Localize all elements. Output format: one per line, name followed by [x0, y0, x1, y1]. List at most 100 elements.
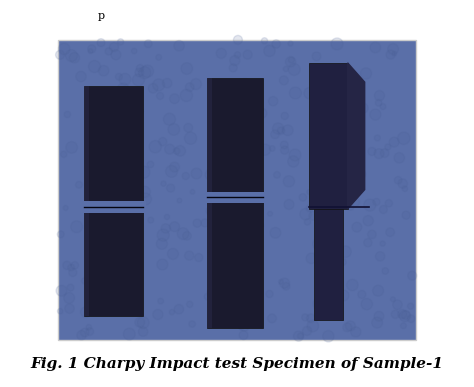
- Point: [343, 99, 351, 105]
- Point: [248, 221, 256, 227]
- Point: [310, 213, 317, 219]
- Point: [171, 96, 178, 102]
- Point: [156, 93, 164, 99]
- Point: [169, 251, 177, 257]
- Point: [69, 269, 77, 276]
- Point: [136, 319, 144, 325]
- Point: [73, 224, 81, 230]
- Point: [158, 241, 165, 247]
- Bar: [84, 86, 89, 317]
- Point: [93, 110, 100, 116]
- Point: [389, 296, 397, 302]
- Point: [207, 208, 215, 214]
- Point: [145, 41, 152, 47]
- Point: [60, 151, 68, 158]
- Point: [401, 313, 409, 319]
- Point: [229, 65, 237, 71]
- Point: [159, 261, 166, 267]
- Point: [67, 284, 74, 291]
- Point: [297, 333, 304, 339]
- Point: [130, 48, 138, 54]
- Point: [126, 170, 134, 176]
- Point: [90, 125, 97, 132]
- Point: [301, 314, 309, 320]
- Point: [77, 74, 85, 80]
- Point: [292, 90, 299, 96]
- Point: [338, 93, 346, 99]
- Point: [175, 306, 183, 312]
- Point: [253, 252, 261, 259]
- Point: [319, 159, 327, 166]
- Point: [339, 259, 346, 265]
- Polygon shape: [347, 63, 365, 209]
- Point: [201, 220, 209, 226]
- Point: [66, 305, 73, 312]
- Point: [136, 69, 143, 75]
- Point: [94, 188, 101, 194]
- Point: [353, 224, 361, 230]
- Point: [402, 212, 410, 218]
- Point: [295, 333, 302, 339]
- Point: [167, 185, 174, 191]
- Point: [147, 217, 155, 223]
- Point: [104, 122, 112, 128]
- Point: [124, 106, 132, 112]
- Point: [379, 103, 387, 110]
- Point: [135, 77, 142, 83]
- Point: [240, 315, 247, 321]
- Point: [231, 195, 239, 201]
- Point: [192, 81, 200, 87]
- Point: [306, 90, 313, 96]
- Point: [292, 152, 299, 158]
- Point: [359, 105, 367, 111]
- Bar: [207, 78, 211, 328]
- Point: [112, 119, 119, 125]
- Point: [141, 189, 148, 195]
- Point: [155, 82, 163, 88]
- Point: [308, 255, 315, 262]
- Text: Fig. 1 Charpy Impact test Specimen of Sample-1: Fig. 1 Charpy Impact test Specimen of Sa…: [30, 358, 444, 372]
- Point: [168, 168, 175, 175]
- Point: [379, 240, 386, 247]
- Point: [277, 128, 285, 134]
- Point: [159, 232, 167, 238]
- Point: [352, 329, 360, 335]
- Point: [362, 70, 370, 77]
- Point: [164, 80, 171, 86]
- Point: [56, 308, 64, 314]
- Point: [315, 252, 323, 258]
- Point: [97, 39, 105, 46]
- Point: [166, 146, 173, 152]
- Point: [374, 135, 381, 141]
- Point: [394, 301, 401, 308]
- Point: [346, 323, 354, 329]
- Point: [170, 126, 178, 132]
- Point: [366, 202, 374, 208]
- Point: [91, 63, 98, 70]
- Point: [331, 80, 339, 86]
- Point: [281, 147, 289, 153]
- Point: [173, 148, 180, 154]
- Point: [268, 315, 276, 322]
- Point: [104, 180, 111, 186]
- Point: [290, 158, 297, 164]
- Bar: [310, 63, 347, 209]
- Point: [325, 333, 332, 339]
- Point: [400, 135, 408, 141]
- Point: [126, 331, 133, 337]
- Point: [159, 139, 166, 145]
- Point: [380, 206, 387, 212]
- Point: [105, 48, 112, 55]
- Point: [183, 65, 191, 72]
- Point: [141, 70, 148, 76]
- Point: [333, 41, 341, 47]
- Point: [330, 83, 338, 89]
- Point: [277, 279, 285, 285]
- Point: [237, 324, 245, 330]
- Point: [75, 182, 83, 188]
- Point: [285, 178, 292, 185]
- Point: [193, 170, 201, 176]
- Point: [407, 303, 414, 309]
- Point: [409, 272, 416, 279]
- Point: [376, 92, 383, 99]
